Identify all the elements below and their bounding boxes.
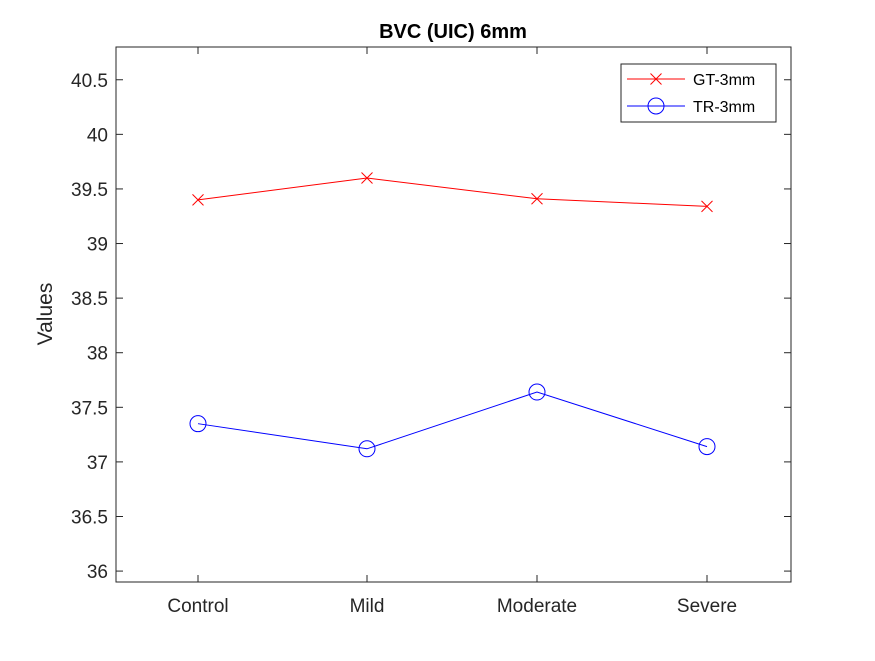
series-lines	[189, 172, 716, 458]
chart-title: BVC (UIC) 6mm	[379, 21, 527, 43]
data-point-circle	[528, 383, 546, 401]
y-tick-label: 38.5	[71, 289, 108, 310]
data-point-circle	[358, 440, 376, 458]
legend-box	[620, 63, 777, 123]
y-tick-label: 37	[87, 453, 108, 474]
y-axis-label: Values	[34, 283, 57, 346]
data-point-circle	[189, 415, 207, 433]
y-tick-label: 36.5	[71, 507, 108, 528]
series-line	[197, 391, 708, 450]
legend-label: GT-3mm	[693, 72, 755, 89]
x-tick-label: Moderate	[497, 596, 577, 617]
data-point-x-mark	[361, 172, 373, 184]
plot-area	[115, 46, 792, 583]
y-tick-label: 39.5	[71, 180, 108, 201]
series-gt-3mm	[192, 172, 713, 213]
y-tick-label: 36	[87, 562, 108, 583]
data-point-x-mark	[701, 200, 713, 213]
y-tick-label: 39	[87, 235, 108, 256]
legend: GT-3mm TR-3mm	[620, 63, 777, 123]
data-point-circle	[698, 438, 716, 456]
data-point-x-mark	[650, 73, 662, 85]
data-point-x-mark	[531, 192, 543, 205]
legend-entry: TR-3mm	[627, 97, 755, 116]
x-tick-label: Mild	[350, 596, 385, 617]
x-tick-label: Severe	[677, 596, 737, 617]
data-point-x-mark	[192, 194, 204, 206]
axes: 36 36.5 37 37.5 38 38.5 39 39.5 40 40.5 Control Mil…	[71, 47, 791, 617]
data-point-circle	[647, 97, 665, 115]
legend-entry: GT-3mm	[627, 72, 755, 89]
series-line	[197, 177, 708, 207]
x-tick-label: Control	[167, 596, 228, 617]
y-tick-label: 40	[87, 125, 108, 146]
y-tick-label: 37.5	[71, 398, 108, 419]
y-tick-label: 40.5	[71, 71, 108, 92]
series-tr-3mm	[189, 383, 716, 458]
legend-label: TR-3mm	[693, 99, 755, 116]
y-tick-label: 38	[87, 344, 108, 365]
